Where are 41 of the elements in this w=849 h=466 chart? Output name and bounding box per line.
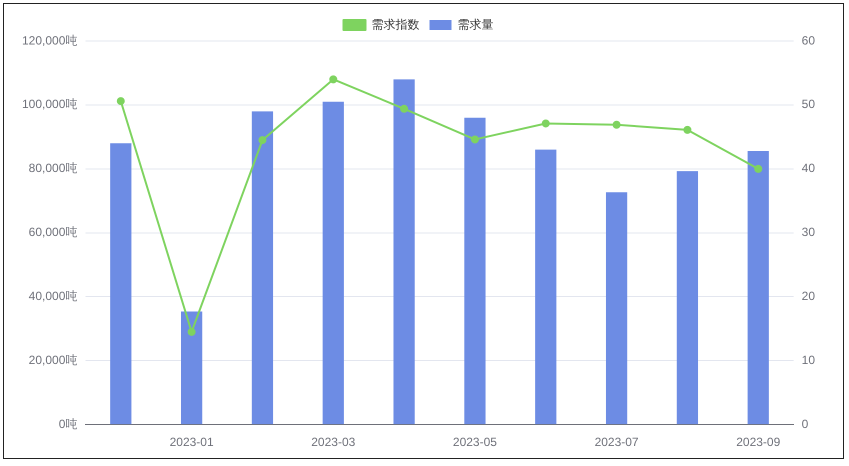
- point: [683, 126, 692, 134]
- point: [116, 97, 125, 106]
- point: [612, 120, 621, 129]
- point: [470, 135, 479, 144]
- legend-label: 需求指数: [372, 17, 420, 32]
- point: [258, 136, 266, 144]
- bar: [180, 311, 202, 424]
- y-tick-label: 20,000吨: [28, 352, 78, 367]
- x-tick-label: 2023-09: [736, 435, 781, 450]
- y2-tick-label: 50: [802, 97, 816, 112]
- y-tick-label: 0吨: [58, 416, 78, 431]
- bar: [110, 143, 132, 424]
- y-tick-label: 40,000吨: [28, 289, 78, 304]
- y2-tick-label: 60: [802, 33, 816, 48]
- x-tick-label: 2023-05: [452, 435, 498, 450]
- y-tick-label: 80,000吨: [28, 161, 78, 176]
- bar: [252, 111, 274, 424]
- y2-tick-label: 30: [802, 225, 816, 240]
- y2-tick-label: 20: [802, 289, 816, 304]
- x-tick-label: 2023-07: [594, 435, 639, 450]
- y2-tick-label: 10: [802, 352, 816, 367]
- x-tick-label: 2023-03: [311, 435, 356, 450]
- point: [329, 75, 338, 84]
- bar: [393, 79, 415, 424]
- bar: [606, 192, 628, 424]
- bar: [748, 150, 769, 424]
- point: [188, 328, 196, 336]
- x-tick-label: 2023-01: [170, 435, 214, 450]
- y2-tick-label: 0: [802, 416, 809, 431]
- point: [542, 119, 550, 128]
- y-tick-label: 100,000吨: [22, 97, 78, 112]
- bar: [464, 118, 486, 424]
- y-tick-label: 60,000吨: [28, 225, 78, 240]
- legend-label: 需求量: [458, 17, 494, 32]
- point: [754, 164, 762, 173]
- point: [400, 104, 408, 113]
- bar: [676, 171, 698, 424]
- bar: [535, 150, 556, 424]
- y2-tick-label: 40: [802, 161, 816, 176]
- bar: [322, 102, 344, 424]
- y-tick-label: 120,000吨: [22, 33, 78, 48]
